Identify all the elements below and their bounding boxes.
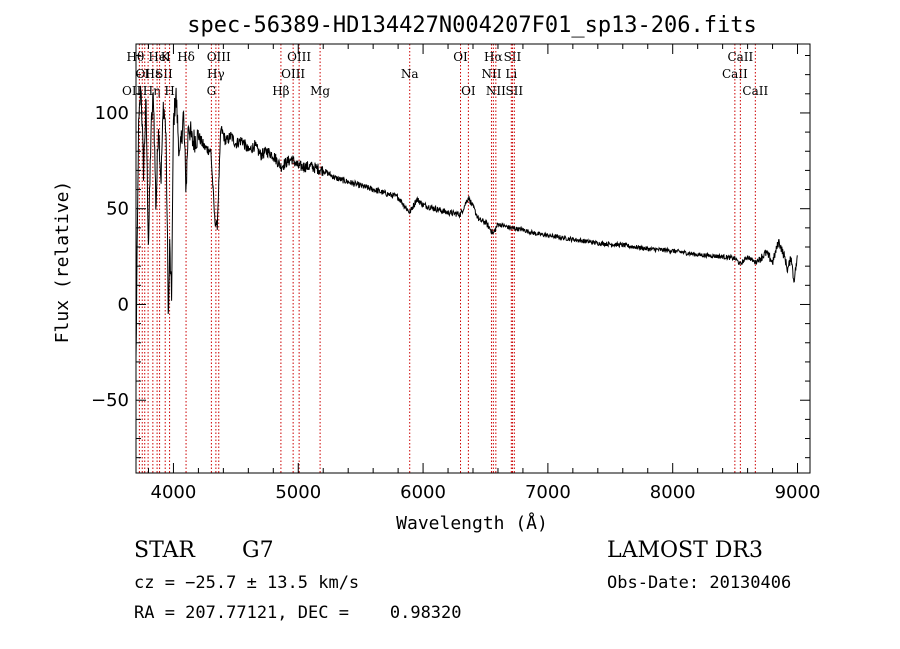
survey-label: LAMOST DR3 — [607, 538, 763, 563]
line-marker-label: OII — [122, 84, 142, 98]
line-marker-label: OIII — [287, 50, 311, 64]
line-marker-label: CaII — [727, 50, 753, 64]
line-marker-label: OI — [136, 67, 151, 81]
line-marker-label: OIII — [281, 67, 305, 81]
spectrum-line — [135, 85, 798, 358]
x-axis-label: Wavelength (Å) — [396, 512, 548, 534]
line-marker-label: OI — [461, 84, 476, 98]
line-marker-label: Na — [401, 67, 419, 81]
axes: 4000 5000 6000 7000 8000 9000 −50 0 50 100 — [91, 44, 820, 503]
object-class: STAR — [134, 538, 195, 563]
line-marker-label: K — [161, 50, 171, 64]
ra-dec: RA = 207.77121, DEC = 0.98320 — [134, 603, 462, 623]
x-tick-label: 5000 — [275, 482, 321, 503]
line-marker-label: Hη — [143, 84, 161, 98]
y-tick-label: −50 — [91, 390, 129, 411]
y-tick-label: 100 — [95, 103, 129, 124]
line-marker-label: NII — [481, 67, 501, 81]
x-tick-label: 4000 — [151, 482, 197, 503]
line-marker-label: SII — [155, 67, 173, 81]
x-tick-label: 9000 — [775, 482, 821, 503]
line-marker-label: OI — [453, 50, 468, 64]
line-marker-label: Mg — [310, 84, 330, 98]
x-tick-label: 6000 — [400, 482, 446, 503]
line-marker-label: SII — [504, 50, 522, 64]
y-tick-label: 50 — [106, 199, 129, 220]
chart-title: spec-56389-HD134427N004207F01_sp13-206.f… — [187, 13, 757, 38]
line-markers: OIIHθHηOIHεSIIHeIKHHδGHγOIIIHβOIIIOIIIMg… — [122, 44, 768, 473]
object-subclass: G7 — [242, 538, 274, 563]
line-marker-label: CaII — [742, 84, 768, 98]
obs-date: Obs-Date: 20130406 — [607, 573, 792, 593]
line-marker-label: G — [207, 84, 217, 98]
line-marker-label: Li — [505, 67, 517, 81]
line-marker-label: Hδ — [177, 50, 195, 64]
line-marker-label: H — [164, 84, 174, 98]
y-axis-label: Flux (relative) — [52, 181, 73, 344]
y-tick-label: 0 — [118, 294, 129, 315]
line-marker-label: Hθ — [127, 50, 145, 64]
plot-frame — [135, 43, 811, 474]
line-marker-label: Hα — [484, 50, 503, 64]
line-marker-label: CaII — [722, 67, 748, 81]
line-marker-label: Hε — [145, 67, 162, 81]
line-marker-label: HeI — [148, 50, 171, 64]
line-marker-label: NII — [486, 84, 506, 98]
x-tick-label: 8000 — [650, 482, 696, 503]
line-marker-label: SII — [505, 84, 523, 98]
redshift-text: cz = −25.7 ± 13.5 km/s — [134, 573, 360, 593]
x-tick-label: 7000 — [525, 482, 571, 503]
line-marker-label: Hβ — [272, 84, 289, 98]
line-marker-label: OIII — [207, 50, 231, 64]
line-marker-label: Hγ — [207, 67, 225, 81]
